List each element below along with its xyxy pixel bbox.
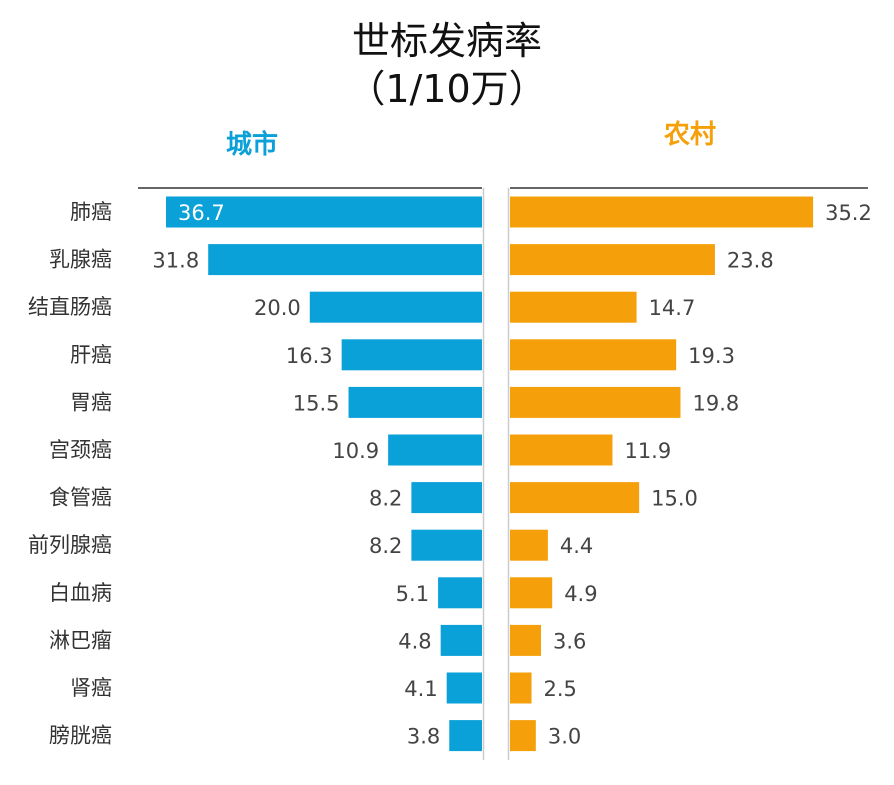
urban-value-label: 10.9 bbox=[332, 439, 379, 463]
rural-value-label: 35.2 bbox=[825, 201, 872, 225]
category-label: 肝癌 bbox=[70, 343, 112, 367]
urban-bar bbox=[446, 672, 482, 704]
rural-bar bbox=[510, 386, 681, 418]
urban-value-label: 4.8 bbox=[398, 629, 431, 653]
urban-value-label: 8.2 bbox=[369, 487, 402, 511]
urban-value-label: 16.3 bbox=[286, 344, 333, 368]
urban-series-label: 城市 bbox=[225, 130, 278, 160]
urban-bar bbox=[449, 720, 482, 752]
urban-bar bbox=[341, 339, 482, 371]
rural-bar bbox=[510, 577, 553, 609]
category-label: 食管癌 bbox=[49, 486, 112, 510]
urban-bar bbox=[208, 244, 482, 276]
urban-value-label: 20.0 bbox=[254, 296, 301, 320]
rural-value-label: 4.4 bbox=[560, 534, 593, 558]
rural-value-label: 19.8 bbox=[692, 391, 739, 415]
rural-value-label: 3.0 bbox=[548, 725, 581, 749]
category-label: 胃癌 bbox=[70, 390, 112, 414]
category-label: 淋巴瘤 bbox=[49, 628, 112, 652]
category-label: 肺癌 bbox=[70, 200, 112, 224]
chart-title-line2: （1/10万） bbox=[347, 67, 547, 111]
urban-bar bbox=[411, 529, 482, 561]
rural-bar bbox=[510, 529, 548, 561]
urban-bar bbox=[388, 434, 482, 466]
urban-bar bbox=[438, 577, 482, 609]
rural-value-label: 2.5 bbox=[544, 677, 577, 701]
rural-value-label: 11.9 bbox=[624, 439, 671, 463]
urban-value-label: 36.7 bbox=[178, 201, 225, 225]
rural-bar bbox=[510, 482, 640, 514]
category-label: 宫颈癌 bbox=[49, 438, 112, 462]
chart-title-line1: 世标发病率 bbox=[351, 19, 542, 63]
urban-bar bbox=[348, 386, 482, 418]
rural-value-label: 23.8 bbox=[727, 249, 774, 273]
rural-bar bbox=[510, 244, 715, 276]
rural-value-label: 14.7 bbox=[649, 296, 696, 320]
urban-bar bbox=[440, 624, 482, 656]
rural-bar bbox=[510, 196, 814, 228]
rural-bar bbox=[510, 291, 637, 323]
rural-value-label: 15.0 bbox=[651, 487, 698, 511]
urban-value-label: 8.2 bbox=[369, 534, 402, 558]
urban-value-label: 15.5 bbox=[293, 391, 340, 415]
urban-bar bbox=[411, 482, 482, 514]
urban-bar bbox=[166, 196, 482, 228]
category-label: 乳腺癌 bbox=[49, 248, 112, 272]
rural-value-label: 3.6 bbox=[553, 629, 586, 653]
category-label: 肾癌 bbox=[70, 676, 112, 700]
urban-bar bbox=[309, 291, 482, 323]
rural-bar bbox=[510, 720, 536, 752]
urban-value-label: 5.1 bbox=[396, 582, 429, 606]
rural-value-label: 19.3 bbox=[688, 344, 735, 368]
urban-value-label: 31.8 bbox=[152, 249, 199, 273]
category-label: 膀胱癌 bbox=[49, 724, 112, 748]
category-label: 白血病 bbox=[49, 581, 112, 605]
rural-series-label: 农村 bbox=[663, 120, 716, 150]
urban-value-label: 4.1 bbox=[404, 677, 437, 701]
rural-bar bbox=[510, 624, 541, 656]
category-label: 结直肠癌 bbox=[28, 295, 112, 319]
urban-value-label: 3.8 bbox=[407, 725, 440, 749]
rural-bar bbox=[510, 339, 677, 371]
category-label: 前列腺癌 bbox=[28, 533, 112, 557]
rural-value-label: 4.9 bbox=[564, 582, 597, 606]
rural-bar bbox=[510, 434, 613, 466]
rural-bar bbox=[510, 672, 532, 704]
